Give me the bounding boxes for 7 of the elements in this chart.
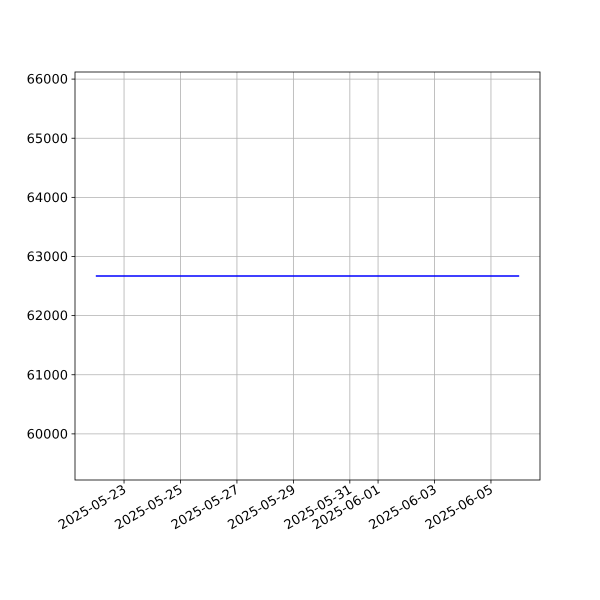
y-tick-label: 63000 [26, 250, 68, 266]
y-tick-label: 64000 [26, 190, 68, 206]
y-tick-label: 61000 [26, 368, 68, 384]
y-tick-label: 66000 [26, 72, 68, 88]
y-tick-label: 60000 [26, 427, 68, 442]
y-tick-label: 65000 [26, 132, 68, 147]
y-tick-label: 62000 [26, 309, 68, 324]
